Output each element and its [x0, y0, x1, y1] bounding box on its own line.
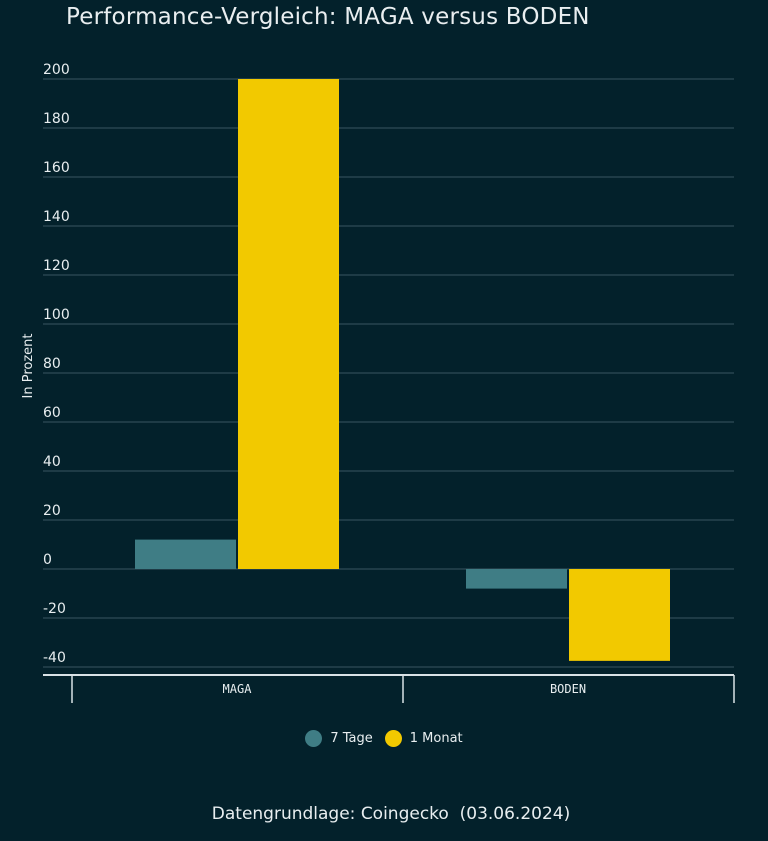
bars — [135, 79, 670, 661]
y-tick-label: 180 — [43, 111, 70, 127]
y-tick-label: 200 — [43, 62, 70, 78]
bar-maga-7-tage[interactable] — [135, 539, 236, 569]
y-tick-label: 100 — [43, 307, 70, 323]
legend-label-1-monat: 1 Monat — [409, 731, 463, 746]
y-tick-label: -20 — [43, 601, 66, 617]
y-tick-label: 80 — [43, 356, 61, 372]
y-tick-label: 140 — [43, 209, 70, 225]
y-axis-label: In Prozent — [21, 334, 36, 399]
y-tick-label: 20 — [43, 503, 61, 519]
legend-swatch-1-monat — [384, 730, 402, 747]
legend-item-7-tage[interactable]: 7 Tage — [305, 730, 373, 747]
y-tick-label: -40 — [43, 650, 66, 666]
bar-boden-7-tage[interactable] — [466, 569, 567, 589]
bar-maga-1-monat[interactable] — [238, 79, 339, 569]
legend: 7 Tage 1 Monat — [0, 730, 768, 747]
source-note: Datengrundlage: Coingecko (03.06.2024) — [211, 804, 571, 824]
y-tick-label: 60 — [43, 405, 61, 421]
y-tick-label: 40 — [43, 454, 61, 470]
y-axis-ticks: -40 -20 0 20 40 60 80 100 120 140 160 180 200 — [43, 62, 70, 666]
x-tick-label: BODEN — [550, 682, 586, 696]
legend-swatch-7-tage — [305, 730, 323, 747]
y-tick-label: 0 — [43, 552, 52, 568]
x-tick-label: MAGA — [223, 682, 253, 696]
chart-title: Performance-Vergleich: MAGA versus BODEN — [66, 4, 590, 30]
legend-item-1-monat[interactable]: 1 Monat — [384, 730, 463, 747]
legend-label-7-tage: 7 Tage — [330, 731, 373, 746]
bar-boden-1-monat[interactable] — [569, 569, 670, 661]
y-tick-label: 160 — [43, 160, 70, 176]
y-tick-label: 120 — [43, 258, 70, 274]
x-axis: MAGA BODEN — [43, 674, 735, 703]
